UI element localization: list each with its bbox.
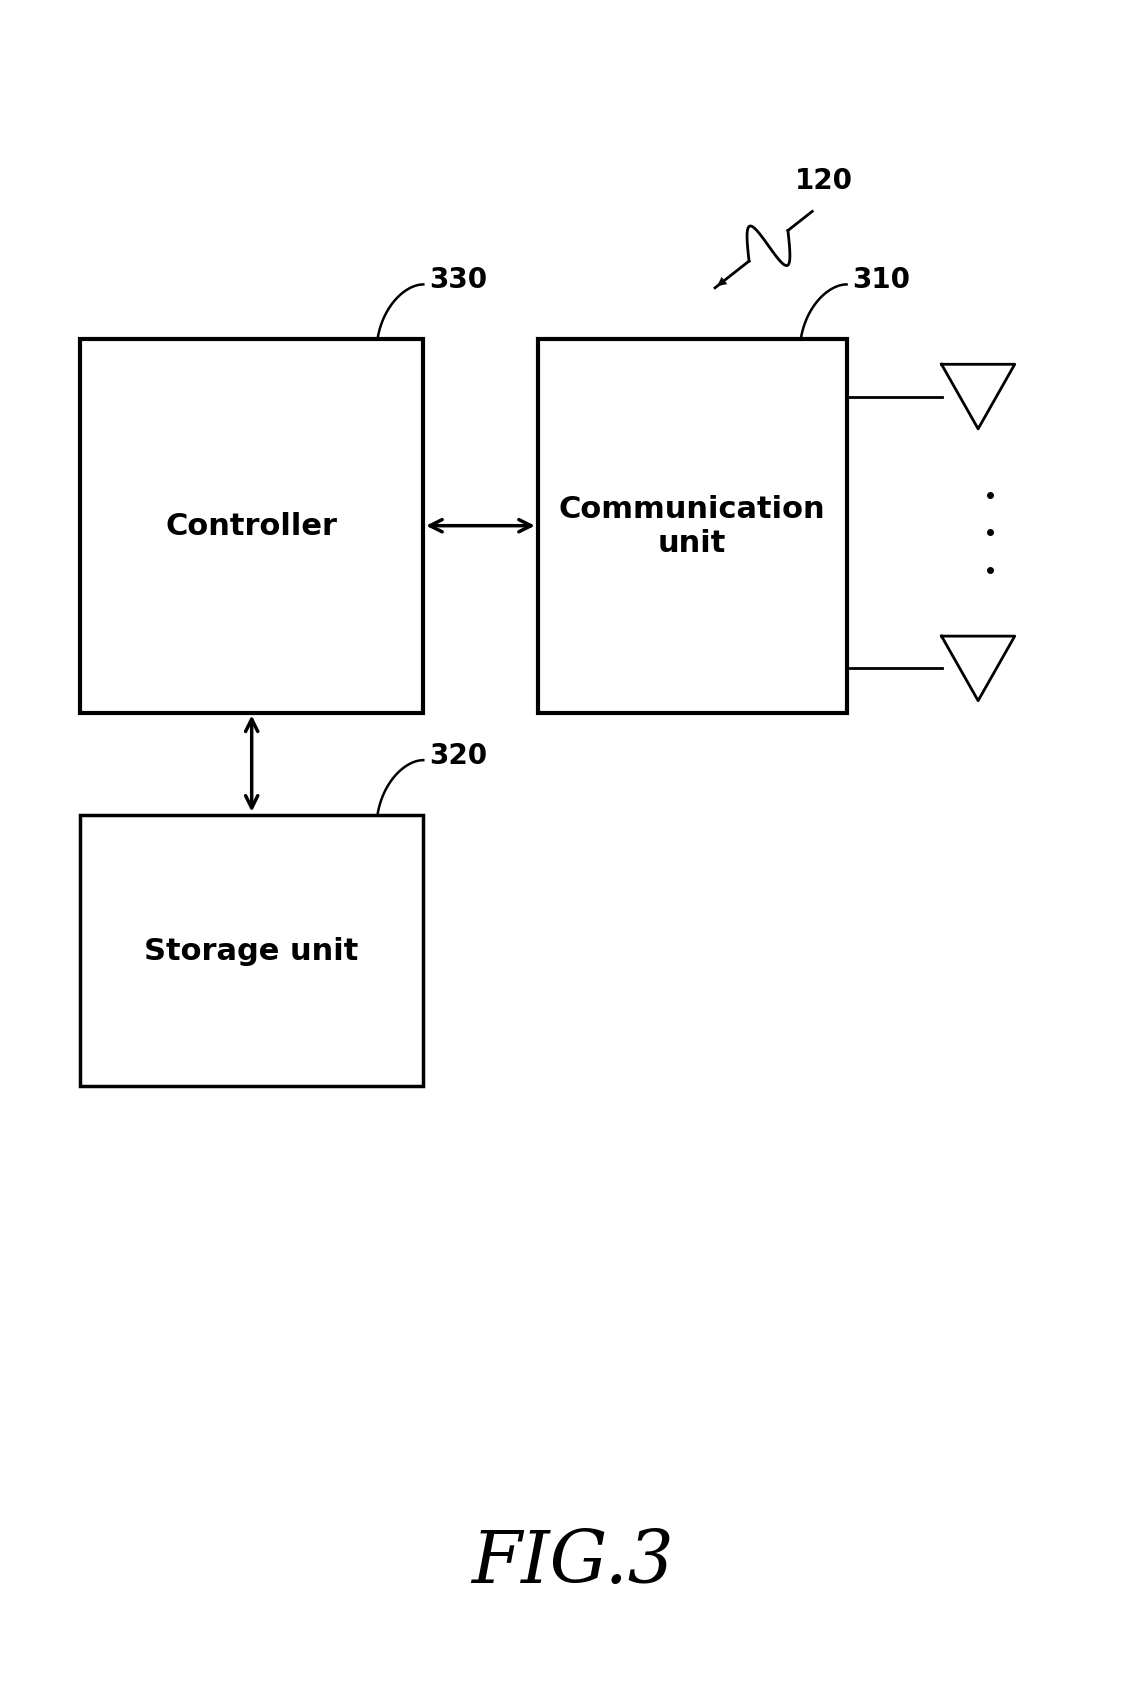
Text: Controller: Controller: [166, 511, 337, 542]
Text: 310: 310: [852, 267, 911, 294]
Bar: [80, 815, 423, 1087]
Text: Communication
unit: Communication unit: [558, 496, 826, 557]
Text: Storage unit: Storage unit: [144, 936, 359, 966]
Text: 120: 120: [795, 168, 852, 195]
Text: 320: 320: [429, 742, 487, 769]
Bar: [538, 340, 847, 713]
Text: FIG.3: FIG.3: [470, 1527, 674, 1598]
Bar: [80, 340, 423, 713]
Text: 330: 330: [429, 267, 487, 294]
